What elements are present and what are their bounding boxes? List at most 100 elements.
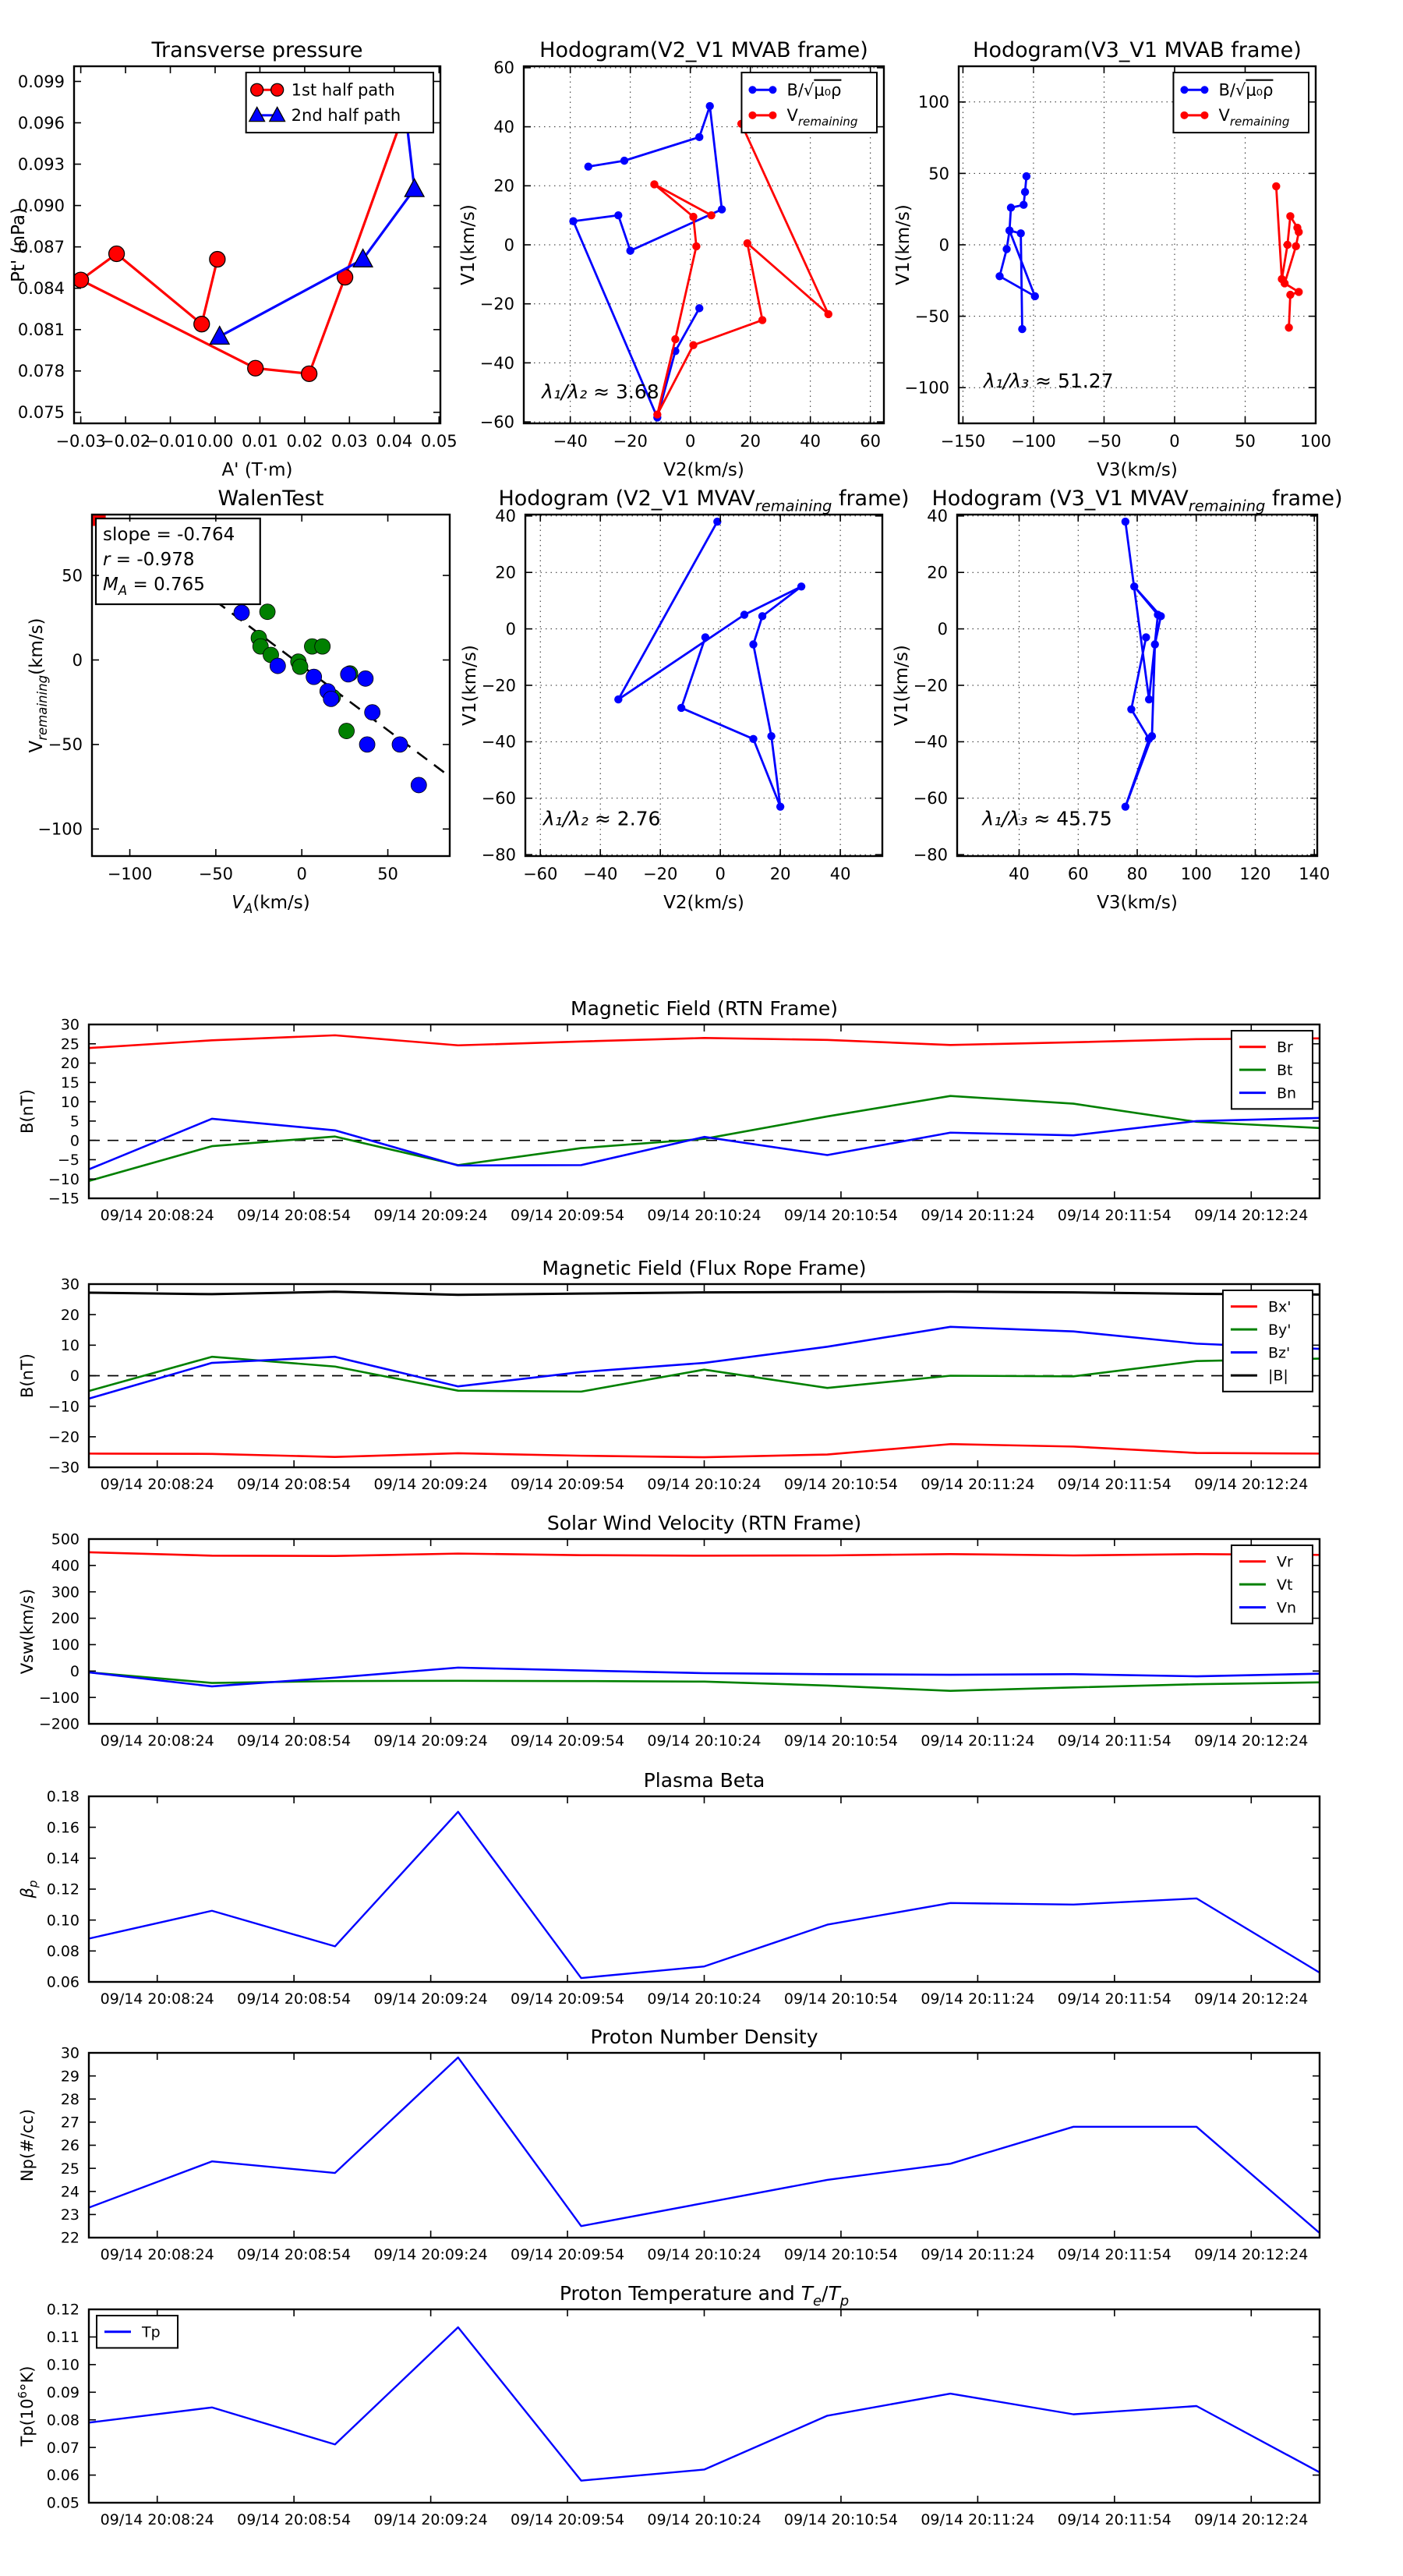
- y-axis-label: V1(km/s): [460, 645, 480, 726]
- axis-ticks: [89, 1283, 1320, 1468]
- y-axis-label: B(nT): [18, 1089, 37, 1134]
- scatter-point: [357, 670, 374, 687]
- x-tick-label: −50: [1087, 432, 1121, 451]
- x-tick-label: 09/14 20:10:54: [784, 1990, 898, 2008]
- y-tick-label: 0.18: [47, 1789, 80, 1806]
- x-tick-label: 09/14 20:09:54: [511, 1732, 624, 1750]
- legend-label-2: Vremaining: [1218, 106, 1289, 129]
- x-tick-label: 09/14 20:11:24: [921, 2511, 1034, 2528]
- y-axis-label: B(nT): [18, 1353, 37, 1398]
- series-V-hodogram: [614, 517, 806, 811]
- data-point-marker: [1142, 633, 1150, 642]
- y-axis-label: βp: [18, 1881, 41, 1899]
- data-point-marker: [193, 316, 210, 333]
- x-tick-label: −150: [941, 432, 986, 451]
- series-line: [1124, 521, 1162, 809]
- title-proton-density: Proton Number Density: [591, 2026, 818, 2048]
- y-axis-label: Vsw(km/s): [18, 1589, 37, 1675]
- title-walen-test: WalenTest: [218, 487, 324, 511]
- legend-label-1: B/√μ₀ρ: [786, 81, 841, 100]
- x-tick-label: 09/14 20:11:24: [921, 1990, 1034, 2008]
- data-point-marker: [209, 325, 231, 345]
- y-tick-label: 0.16: [47, 1819, 80, 1836]
- x-tick-label: −60: [523, 865, 557, 883]
- x-tick-label: 60: [860, 432, 881, 451]
- panel-vsw-rtn: 09/14 20:08:24 09/14 20:08:54 09/14 20:09:…: [18, 1512, 1321, 1750]
- scatter-point: [364, 704, 381, 721]
- x-tick-label: 09/14 20:10:54: [784, 1732, 898, 1750]
- y-tick-label: 0: [938, 620, 948, 639]
- data-point-marker: [1018, 324, 1027, 334]
- plot-area: [89, 1551, 1320, 1692]
- scatter-point: [259, 603, 276, 621]
- title-transverse-pressure: Transverse pressure: [151, 38, 363, 62]
- data-point-marker: [717, 205, 726, 214]
- legend-label-2: Bt: [1277, 1062, 1292, 1079]
- x-tick-label: 09/14 20:10:54: [784, 2246, 898, 2263]
- legend: Bx' By' Bz' |B|: [1221, 1290, 1313, 1392]
- x-tick-label: 09/14 20:09:54: [511, 1990, 624, 2008]
- y-tick-label: −80: [914, 846, 948, 865]
- plot-area: [959, 66, 1316, 423]
- data-point-marker: [689, 212, 698, 221]
- data-point-marker: [1200, 111, 1209, 119]
- x-axis-label: V3(km/s): [1097, 460, 1178, 480]
- y-tick-label: 0.099: [18, 73, 65, 91]
- series-line: [1274, 186, 1300, 328]
- axes-border: [90, 513, 451, 858]
- plot-area: [89, 2326, 1320, 2482]
- panel-plasma-beta: 09/14 20:08:24 09/14 20:08:54 09/14 20:09:…: [18, 1769, 1321, 2008]
- legend-label-1: Tp: [141, 2323, 161, 2341]
- data-point-marker: [1285, 324, 1293, 332]
- axis-ticks: [89, 1024, 1320, 1199]
- legend-label-1: Bx': [1268, 1298, 1292, 1315]
- data-point-marker: [769, 86, 777, 94]
- series-line: [89, 1442, 1320, 1459]
- y-tick-label: −40: [914, 733, 948, 752]
- y-tick-label: 28: [61, 2091, 80, 2108]
- series-B-sqrt-mu0-rho-: [569, 101, 726, 422]
- data-point-marker: [404, 178, 426, 197]
- data-point-marker: [758, 612, 767, 621]
- x-tick-label: 40: [1009, 865, 1030, 883]
- y-tick-label: −40: [482, 733, 516, 752]
- x-tick-label: 09/14 20:11:54: [1058, 1207, 1172, 1224]
- y-axis-label: Vremaining(km/s): [27, 617, 50, 752]
- axis-ticks: [525, 515, 882, 856]
- x-axis-label: A' (T·m): [221, 460, 292, 480]
- series-line: [89, 1116, 1320, 1171]
- panel-hodogram-v3v1-mvab: λ₁/λ₃ ≈ 51.27 −150 −100 −50 0 50 100 −100 −50 0 50…: [893, 38, 1331, 480]
- x-tick-label: 09/14 20:09:24: [374, 2246, 488, 2263]
- legend: Br Bt Bn: [1230, 1030, 1313, 1110]
- x-tick-label: 0: [1169, 432, 1179, 451]
- title-hodogram-v2v1-mvav: Hodogram (V2_V1 MVAVremaining frame): [498, 487, 909, 515]
- x-tick-label: 09/14 20:08:24: [101, 1476, 214, 1493]
- y-tick-label: 0: [504, 235, 514, 254]
- y-tick-label: 50: [62, 566, 83, 585]
- x-tick-label: 09/14 20:08:54: [237, 1207, 351, 1224]
- plot-area: [524, 66, 884, 423]
- data-point-marker: [1200, 86, 1209, 94]
- data-point-marker: [209, 250, 226, 268]
- y-tick-label: 22: [61, 2230, 80, 2247]
- axes-border: [87, 1795, 1321, 1983]
- axis-ticks: [957, 515, 1317, 856]
- series-Np: [89, 2056, 1320, 2234]
- x-axis-label: VA(km/s): [231, 893, 309, 916]
- data-point-marker: [1295, 228, 1303, 236]
- data-point-marker: [713, 517, 722, 526]
- x-axis-label: V2(km/s): [663, 460, 744, 480]
- x-tick-label: 09/14 20:11:54: [1058, 1990, 1172, 2008]
- series-line: [89, 1551, 1320, 1557]
- y-tick-label: 0.06: [47, 2467, 80, 2484]
- scatter-point: [233, 604, 250, 621]
- x-tick-label: 09/14 20:11:54: [1058, 2246, 1172, 2263]
- y-tick-label: 100: [918, 93, 949, 111]
- x-tick-label: 09/14 20:11:54: [1058, 2511, 1172, 2528]
- data-point-marker: [584, 162, 592, 171]
- y-tick-label: 29: [61, 2068, 80, 2085]
- y-tick-label: 0: [506, 620, 516, 639]
- panel-proton-temperature: 09/14 20:08:24 09/14 20:08:54 09/14 20:09:…: [16, 2282, 1321, 2528]
- annotation: λ₁/λ₃ ≈ 51.27: [982, 370, 1113, 392]
- data-point-marker: [1180, 111, 1189, 119]
